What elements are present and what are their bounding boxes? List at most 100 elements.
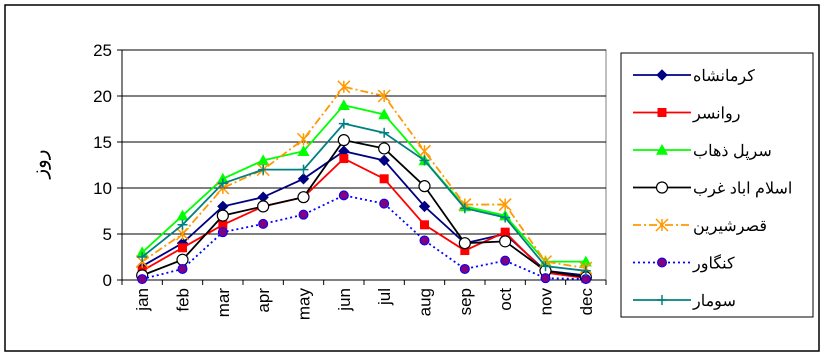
data-point — [377, 89, 391, 103]
y-tick-label: 20 — [93, 87, 112, 106]
data-point — [500, 227, 510, 237]
data-point — [579, 255, 592, 267]
data-point — [498, 198, 512, 212]
legend-entry: کنگاور — [633, 254, 735, 273]
x-tick-label: mar — [214, 288, 233, 318]
data-point — [337, 99, 350, 110]
data-point — [339, 154, 349, 164]
y-tick-label: 25 — [93, 41, 112, 60]
legend-marker — [655, 218, 669, 232]
data-point — [458, 237, 471, 250]
data-point — [178, 243, 187, 253]
data-point — [176, 253, 189, 266]
data-point — [418, 200, 431, 213]
y-tick-label: 5 — [103, 225, 112, 244]
gridlines — [122, 49, 606, 235]
legend-marker — [657, 257, 667, 268]
data-point — [258, 164, 269, 175]
data-point — [298, 164, 309, 175]
legend-entry: روانسر — [633, 106, 740, 123]
legend-entry: سرپل ذهاب — [633, 143, 772, 160]
series-line — [141, 157, 586, 280]
x-tick-label: aug — [416, 288, 435, 316]
data-point — [258, 218, 269, 229]
data-point — [176, 209, 189, 221]
data-point — [459, 263, 470, 274]
series-line — [141, 104, 586, 263]
x-tick-label: nov — [537, 288, 556, 316]
data-point — [420, 220, 429, 230]
legend-marker — [656, 144, 668, 155]
legend-box — [620, 52, 814, 318]
legend-marker — [656, 69, 668, 81]
data-point — [175, 227, 190, 241]
data-point — [297, 145, 310, 156]
y-tick-label: 15 — [93, 133, 112, 152]
data-point — [297, 173, 310, 185]
data-point — [137, 274, 148, 285]
data-point — [337, 134, 350, 147]
data-point — [296, 132, 311, 146]
data-point — [419, 155, 430, 166]
data-point — [137, 252, 148, 262]
data-point — [216, 172, 229, 184]
series-7 — [137, 118, 591, 276]
x-tick-label: apr — [254, 288, 273, 313]
x-tick-label: sep — [456, 288, 475, 315]
data-point — [419, 235, 430, 246]
data-point — [298, 209, 309, 220]
x-tick-label: feb — [174, 288, 193, 312]
data-point — [338, 190, 349, 201]
y-tick-label: 10 — [93, 179, 112, 198]
legend-entry: اسلام اباد غرب — [633, 181, 792, 198]
data-point — [540, 273, 551, 284]
legend-label: کنگاور — [692, 254, 735, 273]
data-point — [459, 203, 470, 214]
series-line — [141, 139, 586, 279]
data-point — [580, 274, 591, 285]
data-point — [378, 154, 390, 167]
data-point — [499, 235, 512, 248]
data-point — [217, 178, 228, 189]
legend-label: روانسر — [692, 106, 740, 123]
data-point — [177, 263, 188, 274]
data-point — [338, 118, 349, 129]
legend-entry: کرمانشاه — [633, 68, 755, 85]
data-point — [257, 154, 270, 166]
legend-label: سرپل ذهاب — [693, 143, 772, 160]
data-point — [379, 127, 390, 138]
legend-label: اسلام اباد غرب — [693, 181, 792, 198]
legend: کرمانشاه روانسر سرپل ذهاب اسلام اباد غرب قصر… — [633, 68, 792, 310]
data-point — [218, 220, 228, 230]
legend-marker — [657, 295, 667, 305]
axes: روز 0 5 10 15 20 25 jan feb mar apr may jun jul aug se… — [29, 41, 607, 321]
data-point — [217, 227, 228, 238]
x-tick-label: jul — [375, 288, 394, 306]
data-point — [216, 209, 229, 222]
legend-entry: قصرشیرین — [633, 218, 767, 235]
data-point — [177, 219, 188, 230]
data-point — [418, 180, 431, 193]
data-point — [378, 108, 391, 120]
legend-marker — [655, 181, 669, 194]
series-line — [141, 85, 586, 269]
data-point — [337, 80, 351, 94]
x-tick-label: jan — [133, 288, 152, 312]
data-point — [500, 212, 511, 223]
legend-marker — [657, 108, 667, 117]
x-tick-label: may — [295, 288, 314, 321]
data-point — [378, 142, 391, 155]
legend-entry: سومار — [633, 293, 736, 310]
data-point — [257, 200, 270, 213]
data-point — [379, 174, 389, 184]
data-point — [417, 144, 432, 158]
data-point — [580, 265, 591, 276]
legend-label: کرمانشاه — [693, 68, 755, 85]
data-point — [460, 246, 470, 256]
x-tick-label: jun — [335, 288, 354, 312]
data-point — [500, 255, 511, 266]
legend-label: قصرشیرین — [693, 218, 767, 235]
x-tick-label: dec — [577, 288, 596, 316]
